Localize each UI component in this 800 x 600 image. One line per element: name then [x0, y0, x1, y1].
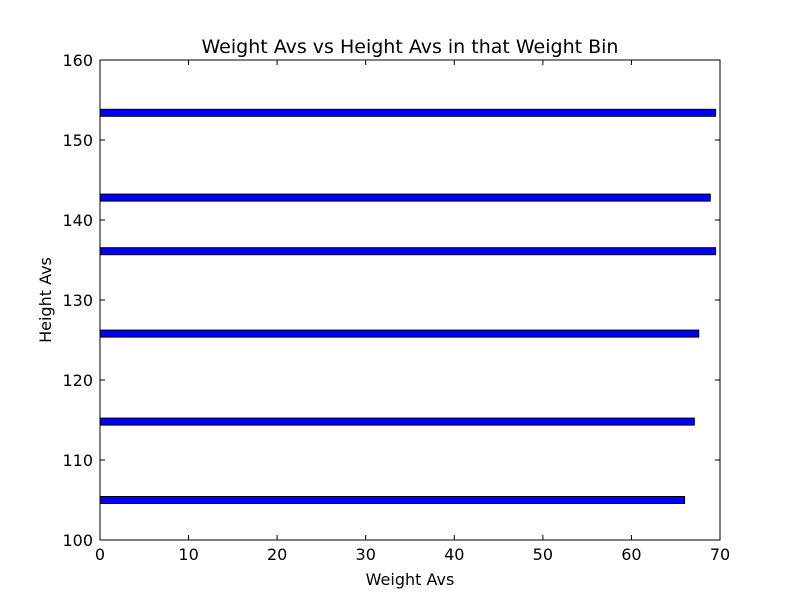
y-tick-label-0: 100: [62, 531, 93, 550]
y-tick-label-3: 130: [62, 291, 93, 310]
bar-3: [99, 247, 717, 256]
bar-2: [99, 329, 700, 338]
y-tick-label-4: 140: [62, 211, 93, 230]
ticks-layer: 0 10 20 30 40 50 60 70 100 110 120 130 140 150 160: [62, 51, 730, 564]
y-tick-label-5: 150: [62, 131, 93, 150]
bar-4: [99, 193, 711, 202]
x-tick-label-7: 70: [710, 545, 730, 564]
bar-5: [99, 108, 717, 117]
x-tick-label-0: 0: [95, 545, 105, 564]
bar-0: [99, 496, 686, 504]
x-tick-label-4: 40: [444, 545, 464, 564]
y-tick-label-2: 120: [62, 371, 93, 390]
x-tick-label-2: 20: [267, 545, 287, 564]
x-tick-label-5: 50: [533, 545, 553, 564]
bar-1: [99, 417, 695, 426]
x-tick-label-1: 10: [178, 545, 198, 564]
x-tick-label-6: 60: [621, 545, 641, 564]
bars-layer: [99, 108, 717, 504]
x-tick-label-3: 30: [356, 545, 376, 564]
chart-title: Weight Avs vs Height Avs in that Weight …: [202, 36, 619, 58]
y-tick-label-1: 110: [62, 451, 93, 470]
x-axis-label: Weight Avs: [366, 570, 455, 589]
plot-frame: [99, 59, 721, 541]
y-axis-label: Height Avs: [36, 257, 55, 343]
y-tick-label-6: 160: [62, 51, 93, 70]
